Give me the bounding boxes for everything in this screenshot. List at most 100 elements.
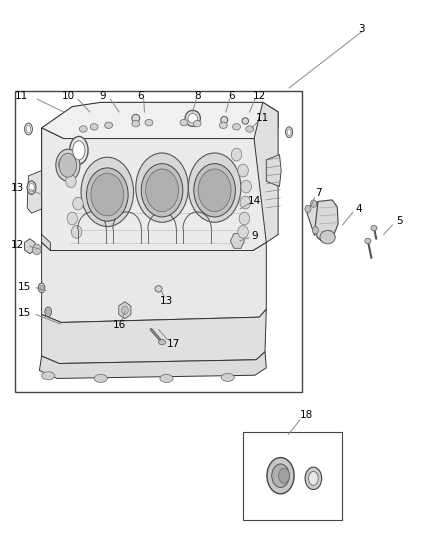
Text: 8: 8 — [194, 91, 201, 101]
Ellipse shape — [86, 168, 128, 221]
Ellipse shape — [267, 457, 294, 494]
Polygon shape — [315, 200, 338, 243]
Polygon shape — [42, 309, 266, 364]
Text: 15: 15 — [18, 309, 31, 318]
Ellipse shape — [132, 120, 140, 127]
Ellipse shape — [305, 467, 321, 489]
Circle shape — [311, 200, 317, 207]
Text: 15: 15 — [18, 282, 31, 292]
Circle shape — [240, 196, 251, 209]
Circle shape — [238, 225, 248, 238]
Ellipse shape — [136, 153, 188, 222]
Ellipse shape — [287, 129, 291, 135]
Ellipse shape — [45, 307, 51, 317]
Circle shape — [67, 212, 78, 225]
Ellipse shape — [193, 120, 201, 127]
Polygon shape — [42, 128, 266, 251]
Circle shape — [32, 244, 41, 255]
Polygon shape — [42, 102, 278, 139]
Circle shape — [312, 227, 318, 234]
Circle shape — [73, 197, 83, 210]
Text: 16: 16 — [113, 320, 126, 330]
Ellipse shape — [56, 149, 80, 181]
Ellipse shape — [26, 125, 31, 133]
Ellipse shape — [198, 169, 231, 212]
Ellipse shape — [105, 122, 113, 128]
Ellipse shape — [365, 238, 371, 244]
Ellipse shape — [185, 110, 200, 126]
Ellipse shape — [159, 340, 166, 345]
Text: 4: 4 — [356, 204, 363, 214]
Ellipse shape — [221, 373, 234, 382]
Ellipse shape — [279, 468, 290, 483]
Ellipse shape — [246, 126, 254, 132]
Polygon shape — [27, 171, 42, 213]
Ellipse shape — [132, 114, 140, 122]
Ellipse shape — [91, 173, 124, 216]
Ellipse shape — [145, 119, 153, 126]
Ellipse shape — [40, 285, 43, 290]
Text: 12: 12 — [253, 91, 266, 101]
Circle shape — [238, 164, 248, 177]
Text: 3: 3 — [358, 25, 365, 34]
Circle shape — [241, 180, 251, 193]
Ellipse shape — [94, 374, 107, 383]
Ellipse shape — [141, 164, 183, 217]
Ellipse shape — [272, 464, 290, 487]
Bar — [243, 432, 342, 520]
Text: 12: 12 — [11, 240, 24, 250]
Ellipse shape — [371, 225, 377, 231]
Circle shape — [305, 205, 311, 213]
Text: 6: 6 — [228, 91, 235, 101]
Text: 10: 10 — [61, 91, 74, 101]
Ellipse shape — [221, 117, 228, 124]
Circle shape — [121, 306, 128, 314]
Ellipse shape — [46, 309, 50, 314]
Polygon shape — [42, 128, 50, 251]
Ellipse shape — [155, 286, 162, 292]
Bar — [15, 91, 302, 392]
Ellipse shape — [59, 154, 77, 177]
Ellipse shape — [188, 153, 241, 222]
Ellipse shape — [70, 136, 88, 164]
Circle shape — [58, 158, 69, 171]
Polygon shape — [254, 102, 278, 243]
Ellipse shape — [145, 169, 179, 212]
Ellipse shape — [219, 122, 227, 128]
Ellipse shape — [286, 127, 293, 138]
Polygon shape — [266, 155, 281, 187]
Text: 13: 13 — [11, 183, 24, 192]
Ellipse shape — [188, 114, 198, 123]
Ellipse shape — [242, 118, 249, 124]
Ellipse shape — [180, 119, 188, 126]
Ellipse shape — [81, 157, 134, 227]
Circle shape — [231, 148, 242, 161]
Text: 17: 17 — [166, 339, 180, 349]
Ellipse shape — [25, 123, 32, 135]
Ellipse shape — [79, 126, 87, 132]
Text: 14: 14 — [248, 197, 261, 206]
Ellipse shape — [27, 181, 36, 195]
Circle shape — [239, 212, 250, 225]
Text: 11: 11 — [15, 91, 28, 101]
Ellipse shape — [308, 471, 318, 485]
Ellipse shape — [39, 283, 45, 293]
Text: 7: 7 — [315, 188, 322, 198]
Ellipse shape — [42, 372, 55, 379]
Circle shape — [66, 175, 76, 188]
Ellipse shape — [29, 183, 34, 192]
Polygon shape — [42, 243, 266, 322]
Circle shape — [71, 225, 82, 238]
Polygon shape — [39, 352, 266, 378]
Text: 5: 5 — [396, 216, 403, 226]
Text: 18: 18 — [300, 410, 313, 419]
Text: 11: 11 — [256, 114, 269, 123]
Ellipse shape — [73, 141, 85, 160]
Ellipse shape — [90, 124, 98, 130]
Ellipse shape — [194, 164, 236, 217]
Ellipse shape — [160, 374, 173, 383]
Text: 9: 9 — [99, 91, 106, 101]
Text: 13: 13 — [160, 296, 173, 306]
Ellipse shape — [233, 124, 240, 130]
Ellipse shape — [320, 230, 336, 244]
